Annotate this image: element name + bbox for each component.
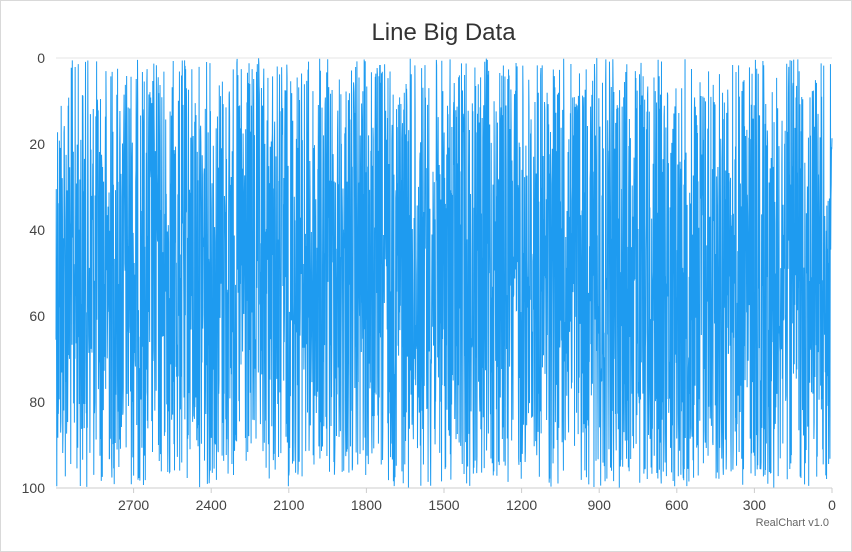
y-tick-label-60: 60 <box>29 308 45 324</box>
y-tick-label-20: 20 <box>29 136 45 152</box>
y-tick-label-0: 0 <box>37 50 45 66</box>
x-tick-label-2100: 2100 <box>273 497 304 513</box>
y-tick-label-100: 100 <box>22 480 46 496</box>
series-line <box>55 58 833 488</box>
x-tick-label-0: 0 <box>828 497 836 513</box>
x-tick-label-2400: 2400 <box>196 497 227 513</box>
credit-label: RealChart v1.0 <box>755 517 829 529</box>
x-tick-label-1800: 1800 <box>351 497 382 513</box>
x-tick-label-600: 600 <box>665 497 689 513</box>
chart-title: Line Big Data <box>371 19 516 46</box>
y-tick-label-80: 80 <box>29 394 45 410</box>
x-tick-label-1200: 1200 <box>506 497 537 513</box>
x-tick-label-2700: 2700 <box>118 497 149 513</box>
x-tick-label-300: 300 <box>743 497 767 513</box>
x-tick-label-1500: 1500 <box>428 497 459 513</box>
x-tick-label-900: 900 <box>588 497 612 513</box>
y-tick-label-40: 40 <box>29 222 45 238</box>
